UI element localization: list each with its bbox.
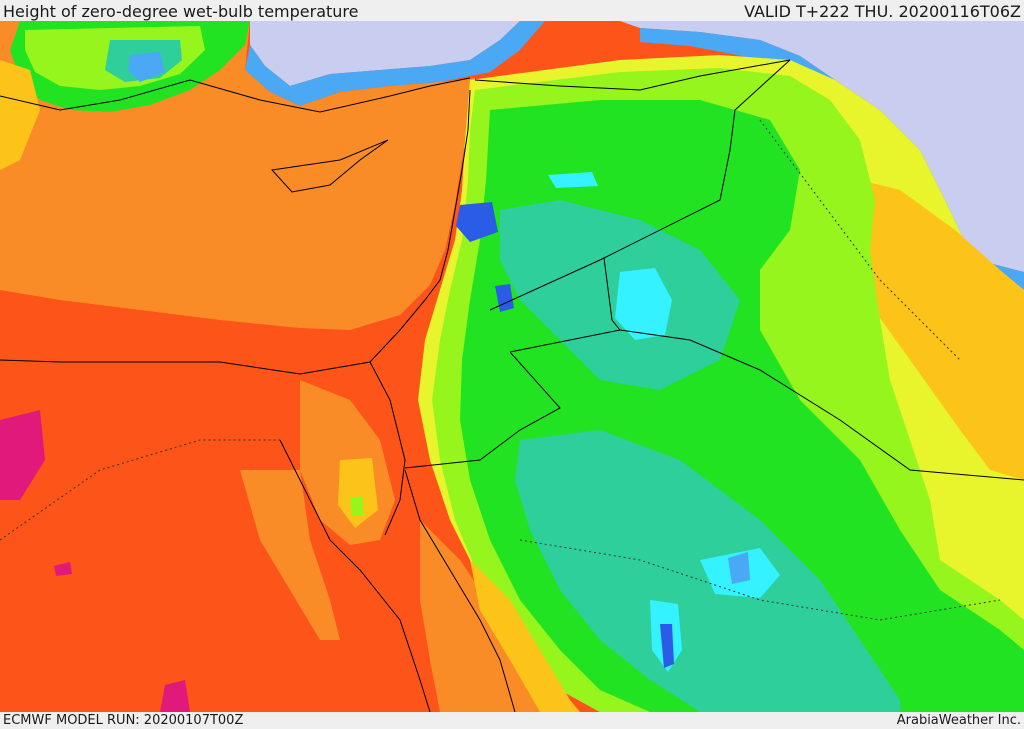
egypt-internal-dotted [0, 439, 280, 541]
west-edge-yellow [0, 60, 40, 170]
northeast-lavender [620, 21, 1024, 272]
red-sea-coastline [279, 439, 431, 712]
credit-label: ArabiaWeather Inc. [896, 713, 1021, 728]
sinai-coastline [369, 361, 406, 536]
cyprus-island [270, 139, 389, 193]
saudi-internal-dotted [519, 539, 1001, 621]
sinai-green-spot [350, 496, 364, 516]
black-sea-lavender [250, 21, 520, 86]
syria-north-cyan [548, 172, 598, 188]
syria-cyan [615, 268, 672, 340]
turkey-syria-border [474, 59, 791, 91]
model-run-label: ECMWF MODEL RUN: 20200107T00Z [3, 713, 244, 728]
red-sea-yellow [470, 560, 580, 712]
sinai-yellow [338, 458, 378, 528]
gulf-blue [660, 624, 674, 668]
map-title: Height of zero-degree wet-bulb temperatu… [3, 2, 359, 21]
valid-time-label: VALID T+222 THU. 20200116T06Z [744, 2, 1021, 21]
iraq-internal-dotted [759, 119, 961, 361]
arabia-coastline [404, 469, 516, 712]
aegean-blue-spot [128, 52, 165, 82]
title-bar: Height of zero-degree wet-bulb temperatu… [0, 0, 1024, 21]
nile-orange [240, 470, 340, 640]
lebanon-blue [456, 202, 498, 242]
south-magenta [160, 680, 190, 712]
west-magenta [0, 410, 45, 500]
blue-rim-north [245, 21, 545, 106]
golan-blue [495, 284, 514, 312]
footer-bar: ECMWF MODEL RUN: 20200107T00Z ArabiaWeat… [0, 712, 1024, 729]
syria-jordan-border [603, 257, 621, 331]
magenta-dot [54, 562, 72, 576]
jordan-saudi-border [404, 351, 561, 469]
forecast-map [0, 21, 1024, 712]
mediterranean-coastline [0, 89, 471, 375]
iraq-blue-spot [728, 552, 750, 584]
turkey-coastline [0, 77, 471, 113]
syria-iraq-border [489, 59, 791, 311]
